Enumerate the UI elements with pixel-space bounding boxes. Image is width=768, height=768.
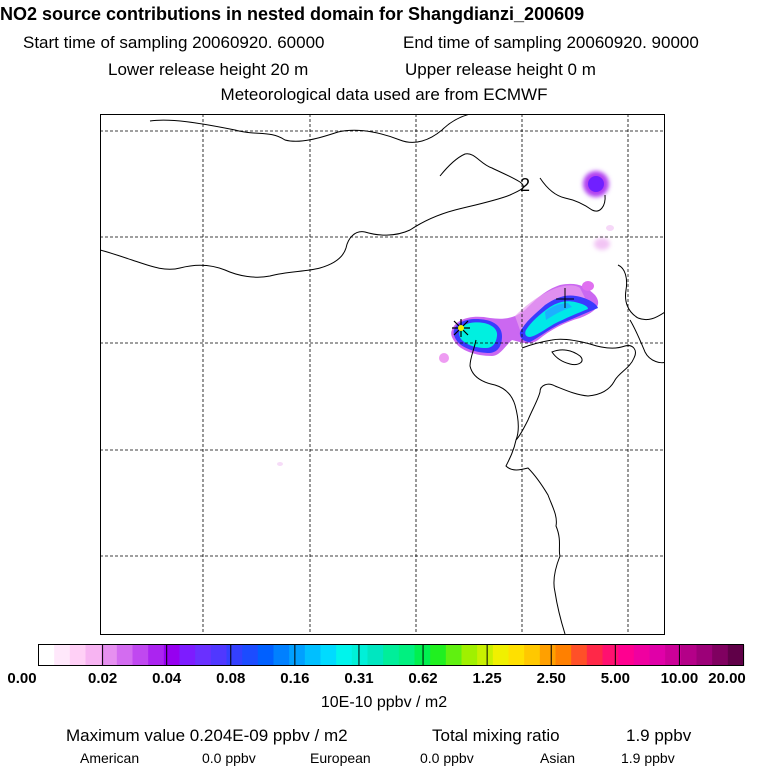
colorbar-tick-label: 0.04 (152, 670, 182, 687)
colorbar-cell (633, 645, 651, 666)
colorbar-cell (85, 645, 102, 666)
plume-core-west (459, 322, 498, 348)
coastline-east (617, 264, 665, 321)
colorbar-cell (195, 645, 212, 666)
colorbar-cell (398, 645, 416, 666)
colorbar-cell (508, 645, 525, 666)
colorbar-cell (257, 645, 275, 666)
colorbar-tick-label: 20.00 (708, 670, 746, 687)
colorbar-cell (555, 645, 572, 666)
colorbar-tick-label: 2.50 (536, 670, 566, 687)
colorbar-cell (367, 645, 384, 666)
colorbar-cell (242, 645, 259, 666)
colorbar-cell (38, 645, 55, 666)
colorbar-cell (101, 645, 118, 666)
colorbar-cell (54, 645, 71, 666)
blob-small-2 (606, 225, 614, 231)
colorbar-cell (132, 645, 149, 666)
coastlines (100, 114, 665, 635)
blob-small-5 (277, 462, 283, 466)
colorbar-cell (586, 645, 604, 666)
colorbar-tick-label: 10.00 (660, 670, 699, 687)
colorbar-cell (116, 645, 134, 666)
coastline-northeast (539, 177, 606, 212)
coastline-north (149, 114, 473, 143)
blob-small-3 (582, 281, 594, 291)
map-grid (100, 114, 665, 635)
colorbar-cell (289, 645, 306, 666)
colorbar-cell (351, 645, 369, 666)
colorbar-cell (539, 645, 557, 666)
colorbar-tick-label: 0.31 (344, 670, 374, 687)
colorbar-cell (383, 645, 400, 666)
end-time-label: End time of sampling 20060920. 90000 (403, 33, 699, 52)
station-marker (452, 319, 470, 337)
colorbar-cell (712, 645, 729, 666)
colorbar-cell (69, 645, 87, 666)
summary-row: Maximum value 0.204E-09 ppbv / m2 Total … (0, 726, 768, 748)
colorbar-cell (430, 645, 447, 666)
colorbar-tick-label: 0.16 (280, 670, 310, 687)
colorbar-tick-label: 0.00 (7, 670, 37, 687)
contour-label: 2 (520, 175, 530, 195)
coastline-peninsula-inner (551, 349, 583, 365)
colorbar-tick-label: 0.08 (216, 670, 246, 687)
colorbar-cell (226, 645, 243, 666)
max-value-label: Maximum value 0.204E-09 ppbv / m2 (66, 726, 348, 745)
asian-value: 1.9 ppbv (621, 750, 675, 766)
lower-height-label: Lower release height 20 m (108, 60, 309, 79)
colorbar-cell (477, 645, 494, 666)
colorbar-cell (727, 645, 745, 666)
coastline-north-mid (100, 153, 524, 278)
upper-height-label: Upper release height 0 m (405, 60, 596, 79)
coastline-east-2 (629, 319, 665, 364)
total-mixing-value: 1.9 ppbv (626, 726, 692, 745)
colorbar-cell (492, 645, 510, 666)
colorbar-cell (680, 645, 698, 666)
chart-title: NO2 source contributions in nested domai… (0, 4, 585, 24)
european-value: 0.0 ppbv (420, 750, 474, 766)
plume-core-east (525, 301, 588, 337)
colorbar-cell (148, 645, 165, 666)
start-time-label: Start time of sampling 20060920. 60000 (23, 33, 325, 52)
colorbar-cell (524, 645, 541, 666)
coastline-peninsula (515, 338, 636, 441)
met-data-label: Meteorological data used are from ECMWF (220, 85, 548, 104)
receptor-marker (556, 288, 574, 308)
colorbar-cell (445, 645, 463, 666)
american-value: 0.0 ppbv (202, 750, 256, 766)
colorbar-cell (649, 645, 666, 666)
colorbar-tick-label: 0.02 (87, 670, 118, 687)
colorbar-tick-label: 0.62 (408, 670, 438, 687)
blob-small-1 (594, 238, 610, 250)
colorbar-cell (602, 645, 619, 666)
coastline-bay-south (469, 339, 566, 635)
blob-small-4 (439, 353, 449, 363)
colorbar-cell (304, 645, 322, 666)
region-row: American 0.0 ppbv European 0.0 ppbv Asia… (0, 750, 768, 768)
colorbar-cell (163, 645, 181, 666)
asian-label: Asian (540, 750, 576, 766)
colorbar-cell (336, 645, 353, 666)
colorbar-units: 10E-10 ppbv / m2 (320, 694, 448, 711)
european-label: European (310, 750, 371, 766)
total-mixing-label: Total mixing ratio (432, 726, 560, 745)
colorbar-cell (273, 645, 290, 666)
blob-northeast-core (588, 176, 604, 192)
colorbar-cell (210, 645, 228, 666)
colorbar-cell (571, 645, 588, 666)
colorbar-tick-label: 1.25 (472, 670, 502, 687)
colorbar-tick-label: 5.00 (600, 670, 630, 687)
colorbar-cell (696, 645, 713, 666)
colorbar-cell (320, 645, 337, 666)
map-frame (100, 114, 665, 635)
colorbar-cell (665, 645, 682, 666)
american-label: American (80, 750, 140, 766)
colorbar-cell (179, 645, 196, 666)
colorbar-cell (461, 645, 478, 666)
colorbar-cell (618, 645, 635, 666)
